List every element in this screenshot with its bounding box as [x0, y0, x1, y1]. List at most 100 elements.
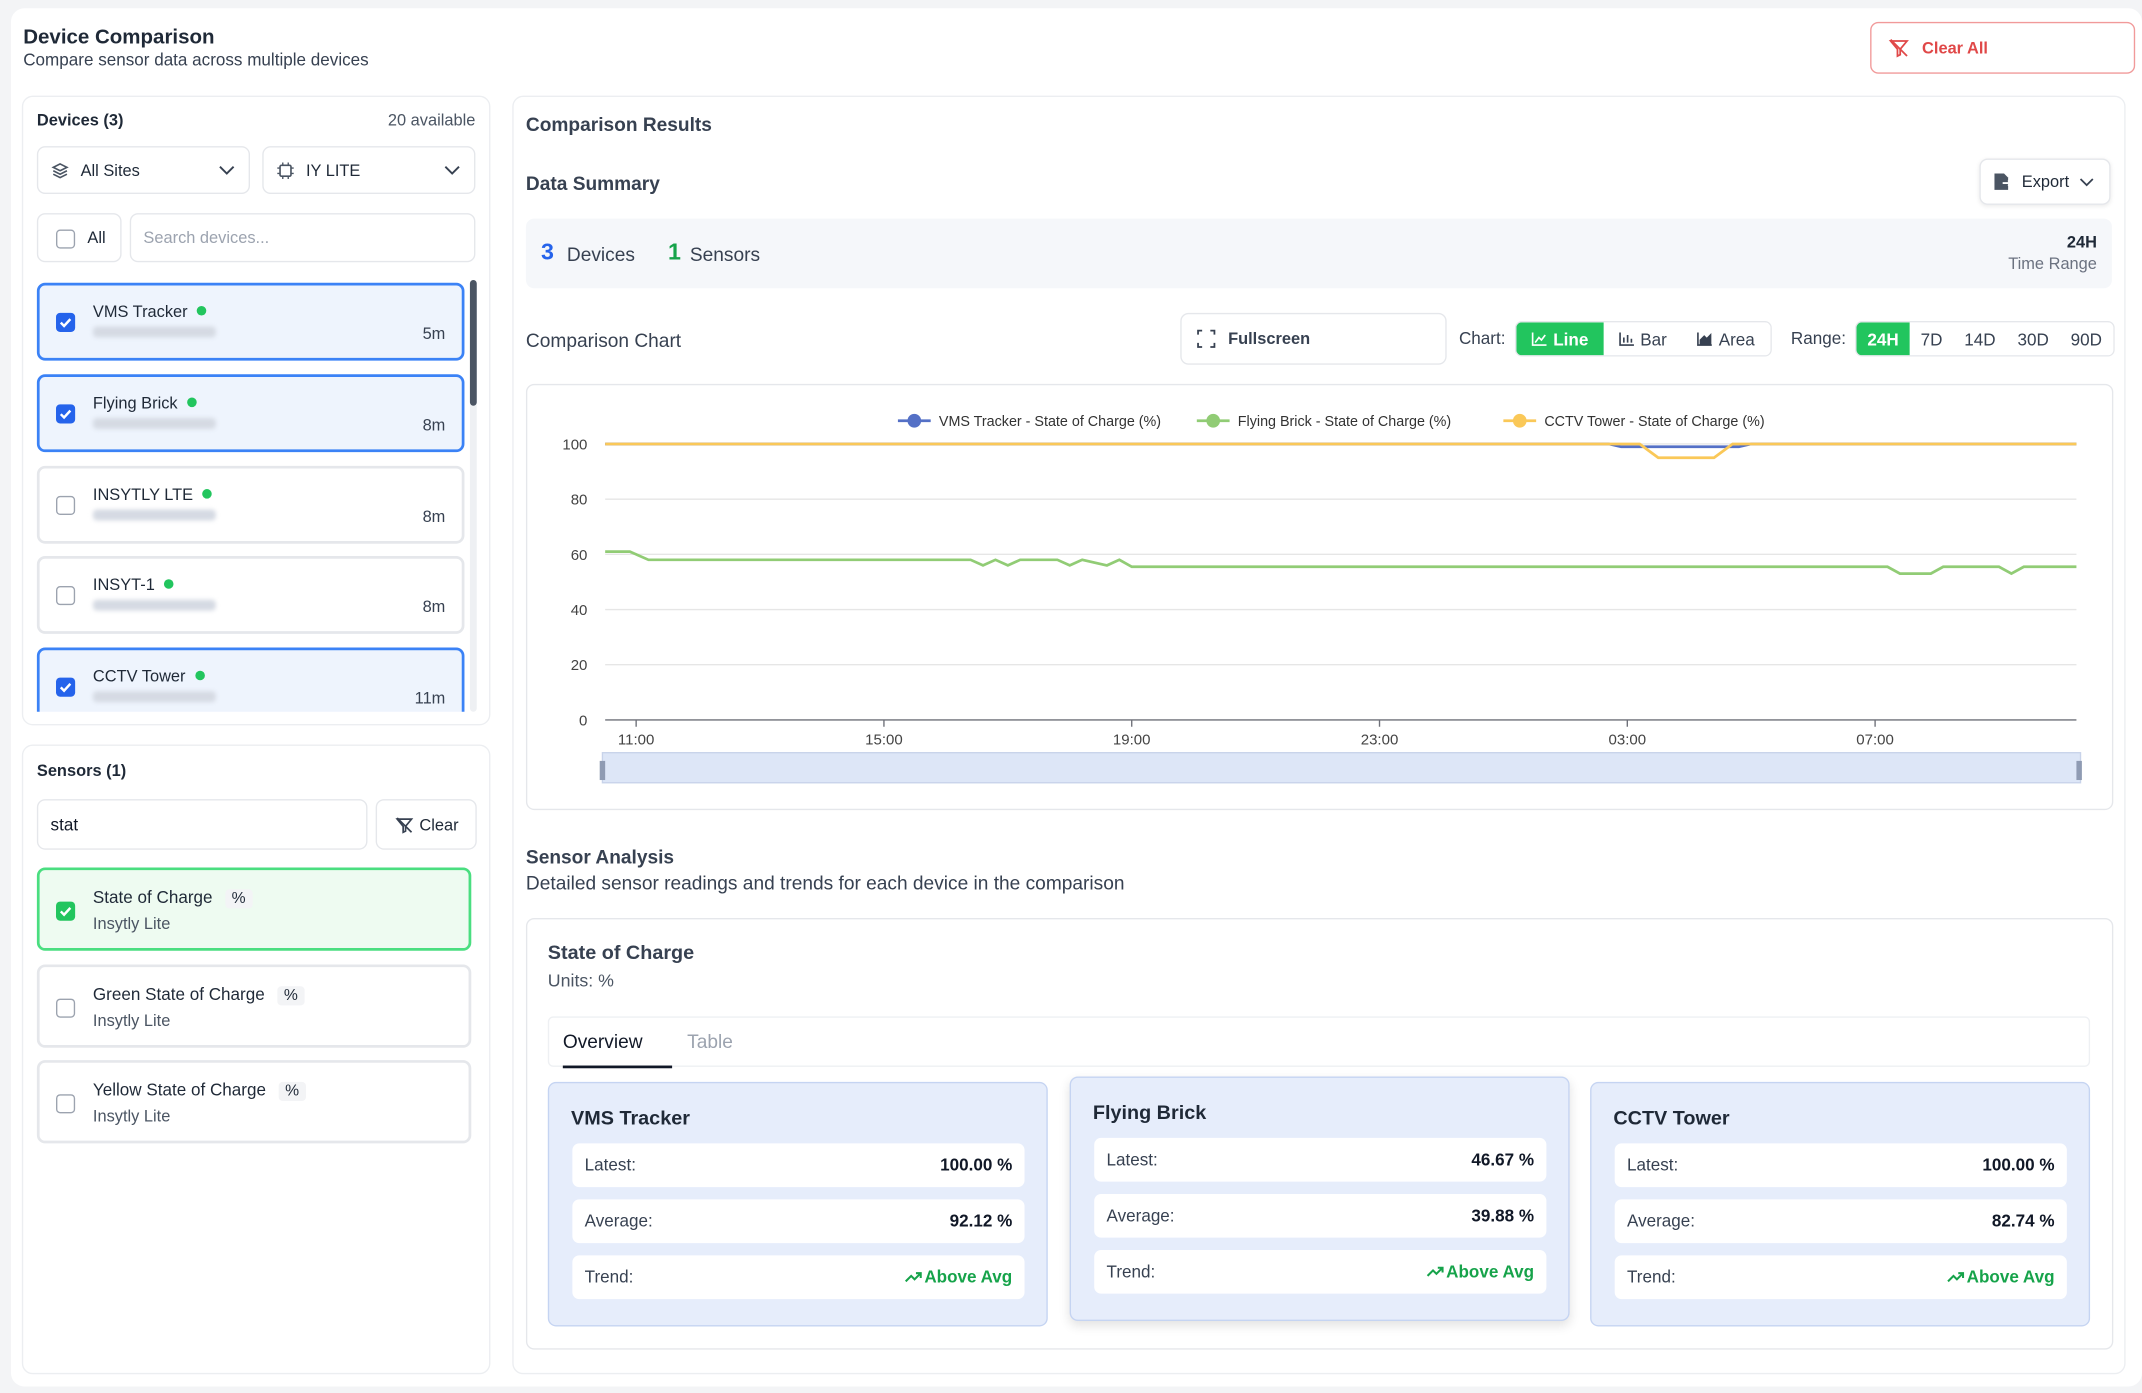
checkbox[interactable] — [56, 677, 76, 697]
tab[interactable]: Table — [687, 1030, 733, 1052]
segment-button[interactable]: Line — [1516, 322, 1604, 356]
devices-count: 3 — [540, 239, 554, 266]
chevron — [444, 165, 460, 175]
checkbox[interactable] — [56, 901, 76, 921]
device-item[interactable]: VMS Tracker 5m — [36, 282, 465, 361]
stat-label: Latest: — [1626, 1155, 1679, 1175]
sensor-name: State of Charge% — [92, 887, 253, 909]
type-select[interactable]: IY LITE — [262, 146, 476, 194]
select-all[interactable]: All — [36, 213, 122, 263]
stat-label: Latest: — [584, 1155, 636, 1175]
segment-button[interactable]: Bar — [1603, 322, 1682, 356]
chart-type-icon — [1618, 332, 1634, 346]
checkbox[interactable] — [56, 404, 76, 424]
sensor-name-text: State of Charge — [92, 887, 213, 908]
trend-icon — [1946, 1272, 1964, 1283]
stat-label: Trend: — [1626, 1267, 1676, 1287]
segment-label: Bar — [1640, 330, 1667, 350]
segment-button[interactable]: 7D — [1909, 322, 1954, 356]
sensor-name-text: Yellow State of Charge — [92, 1080, 266, 1100]
chart: 0 20 40 60 80 100 11:00 15:00 19:00 23:00 03:00 07:… — [562, 413, 2082, 784]
zoom-slider — [601, 752, 2082, 784]
segment-button[interactable]: 14D — [1953, 322, 2007, 356]
stat-value: 92.12 % — [950, 1212, 1013, 1231]
stat-value-text: Above Avg — [1446, 1262, 1535, 1282]
sensor-item[interactable]: Yellow State of Charge% Insytly Lite — [36, 1060, 472, 1144]
device-age: 8m — [422, 506, 446, 526]
stat-label: Average: — [1106, 1206, 1175, 1226]
segment-button[interactable]: Area — [1681, 322, 1770, 356]
segment-button[interactable]: 90D — [2059, 322, 2113, 356]
devices-heading: Devices (3) — [36, 110, 124, 130]
checkbox[interactable] — [56, 495, 76, 515]
export-button[interactable]: Export — [1979, 158, 2111, 205]
sensor-item[interactable]: State of Charge% Insytly Lite — [36, 867, 472, 951]
zoom-handle[interactable] — [2076, 760, 2082, 781]
clear-all-button[interactable]: Clear All — [1870, 21, 2136, 74]
stat-label: Trend: — [584, 1267, 634, 1287]
stat-row: Average: 39.88 % — [1094, 1193, 1547, 1238]
x-tick-label: 23:00 — [1361, 732, 1399, 749]
device-item[interactable]: CCTV Tower 11m — [36, 647, 465, 712]
sensors-count: 1 — [668, 239, 681, 266]
sensor-search-value: stat — [50, 814, 79, 834]
devices-count-label: Devices — [566, 243, 635, 266]
y-tick-label: 60 — [571, 547, 588, 564]
chart-type-icon — [1531, 332, 1547, 346]
results-title: Comparison Results — [525, 113, 712, 136]
device-id-blurred — [92, 326, 216, 338]
segment-label: 24H — [1867, 330, 1899, 350]
y-tick-label: 0 — [579, 712, 587, 729]
stat-label: Trend: — [1106, 1262, 1156, 1282]
scrollbar-thumb[interactable] — [469, 280, 477, 406]
device-id-blurred — [92, 508, 216, 520]
x-tick-label: 11:00 — [618, 732, 654, 749]
card-title: CCTV Tower — [1613, 1107, 1730, 1130]
sensor-item[interactable]: Green State of Charge% Insytly Lite — [36, 963, 472, 1048]
stat-row: Latest: 100.00 % — [1614, 1143, 2067, 1188]
tab[interactable]: Overview — [562, 1030, 673, 1069]
chevron — [219, 165, 235, 175]
status-dot — [202, 488, 213, 499]
device-name-text: INSYTLY LTE — [92, 484, 194, 504]
device-list: VMS Tracker 5m Flying Brick 8m INSYTLY LTE 8m… — [30, 277, 470, 712]
fullscreen-icon — [1197, 329, 1216, 348]
segment-button[interactable]: 30D — [2006, 322, 2060, 356]
stat-row: Latest: 46.67 % — [1094, 1137, 1547, 1182]
sensor-search[interactable]: stat — [36, 799, 368, 850]
device-name: VMS Tracker — [93, 302, 207, 321]
sensor-units: Units: % — [547, 969, 614, 991]
device-item[interactable]: INSYTLY LTE 8m — [36, 465, 465, 544]
checkbox[interactable] — [56, 997, 76, 1018]
sensor-name: Yellow State of Charge% — [92, 1080, 306, 1102]
stat-value: 82.74 % — [1992, 1212, 2055, 1231]
checkbox[interactable] — [56, 586, 76, 606]
device-item[interactable]: INSYT-1 8m — [36, 556, 465, 635]
sensor-clear-button[interactable]: Clear — [375, 799, 477, 850]
segment-label: 7D — [1920, 330, 1943, 350]
sensor-source: Insytly Lite — [92, 1010, 171, 1030]
device-search[interactable]: Search devices... — [129, 213, 476, 263]
checkbox[interactable] — [56, 1094, 76, 1114]
chip-icon — [277, 161, 294, 179]
stat-label: Latest: — [1106, 1150, 1158, 1170]
site-select[interactable]: All Sites — [36, 146, 250, 194]
y-tick-label: 20 — [571, 657, 588, 674]
zoom-handle[interactable] — [599, 760, 606, 781]
checkbox[interactable] — [56, 312, 76, 332]
sensor-clear-label: Clear — [419, 814, 459, 834]
sensor-name-text: Green State of Charge — [92, 984, 265, 1004]
sensors-count-label: Sensors — [689, 243, 761, 266]
analysis-title: Sensor Analysis — [525, 845, 675, 868]
segment-label: Line — [1553, 330, 1589, 350]
filter-icon — [395, 816, 414, 833]
device-item[interactable]: Flying Brick 8m — [36, 374, 465, 452]
sensor-unit: % — [224, 889, 253, 909]
stat-row: Average: 82.74 % — [1614, 1199, 2067, 1244]
fullscreen-label: Fullscreen — [1228, 329, 1311, 349]
segment-button[interactable]: 24H — [1856, 322, 1910, 356]
fullscreen-button[interactable]: Fullscreen — [1180, 312, 1447, 365]
stat-value-text: 100.00 % — [1982, 1155, 2055, 1175]
